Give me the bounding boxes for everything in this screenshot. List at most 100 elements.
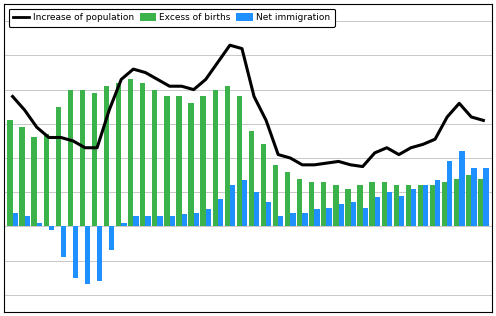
- Increase of population: [9, 94, 15, 98]
- Bar: [423, 185, 429, 226]
- Increase of population: [215, 60, 221, 64]
- Bar: [466, 175, 471, 226]
- Increase of population: [34, 125, 40, 129]
- Increase of population: [300, 163, 306, 167]
- Bar: [454, 179, 459, 226]
- Bar: [363, 208, 368, 226]
- Bar: [459, 151, 465, 226]
- Bar: [49, 226, 54, 230]
- Bar: [200, 96, 206, 226]
- Increase of population: [396, 153, 402, 156]
- Bar: [471, 168, 477, 226]
- Increase of population: [190, 88, 196, 92]
- Increase of population: [287, 156, 293, 160]
- Bar: [370, 182, 375, 226]
- Bar: [278, 216, 284, 226]
- Increase of population: [384, 146, 390, 150]
- Bar: [418, 185, 423, 226]
- Bar: [290, 213, 296, 226]
- Bar: [261, 144, 266, 226]
- Bar: [339, 204, 344, 226]
- Increase of population: [130, 67, 136, 71]
- Increase of population: [420, 143, 426, 146]
- Bar: [31, 137, 37, 226]
- Bar: [297, 179, 303, 226]
- Increase of population: [70, 139, 76, 143]
- Bar: [44, 134, 49, 226]
- Bar: [206, 209, 211, 226]
- Bar: [435, 180, 440, 226]
- Increase of population: [82, 146, 88, 150]
- Bar: [478, 179, 484, 226]
- Increase of population: [46, 136, 52, 139]
- Bar: [218, 199, 223, 226]
- Bar: [351, 203, 356, 226]
- Bar: [237, 96, 242, 226]
- Bar: [157, 216, 163, 226]
- Bar: [193, 213, 199, 226]
- Bar: [56, 107, 61, 226]
- Bar: [73, 226, 78, 278]
- Bar: [109, 226, 115, 250]
- Bar: [97, 226, 103, 281]
- Increase of population: [203, 77, 209, 81]
- Bar: [133, 216, 139, 226]
- Increase of population: [311, 163, 317, 167]
- Increase of population: [348, 163, 354, 167]
- Increase of population: [444, 115, 450, 119]
- Increase of population: [154, 77, 160, 81]
- Bar: [152, 90, 157, 226]
- Bar: [273, 165, 278, 226]
- Bar: [92, 93, 97, 226]
- Bar: [254, 192, 259, 226]
- Bar: [399, 196, 404, 226]
- Bar: [242, 180, 248, 226]
- Bar: [140, 83, 145, 226]
- Bar: [80, 90, 85, 226]
- Bar: [447, 161, 452, 226]
- Bar: [176, 96, 182, 226]
- Bar: [248, 131, 254, 226]
- Bar: [128, 79, 133, 226]
- Increase of population: [408, 146, 414, 150]
- Increase of population: [263, 118, 269, 122]
- Bar: [285, 172, 290, 226]
- Bar: [37, 223, 42, 226]
- Increase of population: [275, 153, 281, 156]
- Increase of population: [468, 115, 474, 119]
- Bar: [145, 216, 151, 226]
- Bar: [357, 185, 363, 226]
- Bar: [314, 209, 320, 226]
- Line: Increase of population: Increase of population: [12, 45, 484, 167]
- Bar: [212, 90, 218, 226]
- Bar: [375, 197, 380, 226]
- Increase of population: [167, 84, 173, 88]
- Bar: [381, 182, 387, 226]
- Bar: [25, 216, 30, 226]
- Increase of population: [118, 77, 124, 81]
- Increase of population: [94, 146, 100, 150]
- Bar: [303, 213, 308, 226]
- Bar: [411, 189, 416, 226]
- Bar: [164, 96, 170, 226]
- Increase of population: [251, 94, 257, 98]
- Increase of population: [372, 151, 378, 155]
- Bar: [393, 185, 399, 226]
- Bar: [309, 182, 314, 226]
- Increase of population: [432, 137, 438, 141]
- Legend: Increase of population, Excess of births, Net immigration: Increase of population, Excess of births…: [9, 9, 335, 27]
- Bar: [225, 86, 230, 226]
- Increase of population: [179, 84, 185, 88]
- Increase of population: [323, 161, 329, 165]
- Bar: [387, 192, 392, 226]
- Bar: [326, 208, 332, 226]
- Increase of population: [227, 43, 233, 47]
- Bar: [430, 185, 435, 226]
- Increase of population: [336, 160, 342, 163]
- Bar: [266, 203, 271, 226]
- Bar: [230, 185, 235, 226]
- Bar: [61, 226, 66, 257]
- Increase of population: [106, 108, 112, 112]
- Bar: [85, 226, 90, 284]
- Bar: [121, 223, 126, 226]
